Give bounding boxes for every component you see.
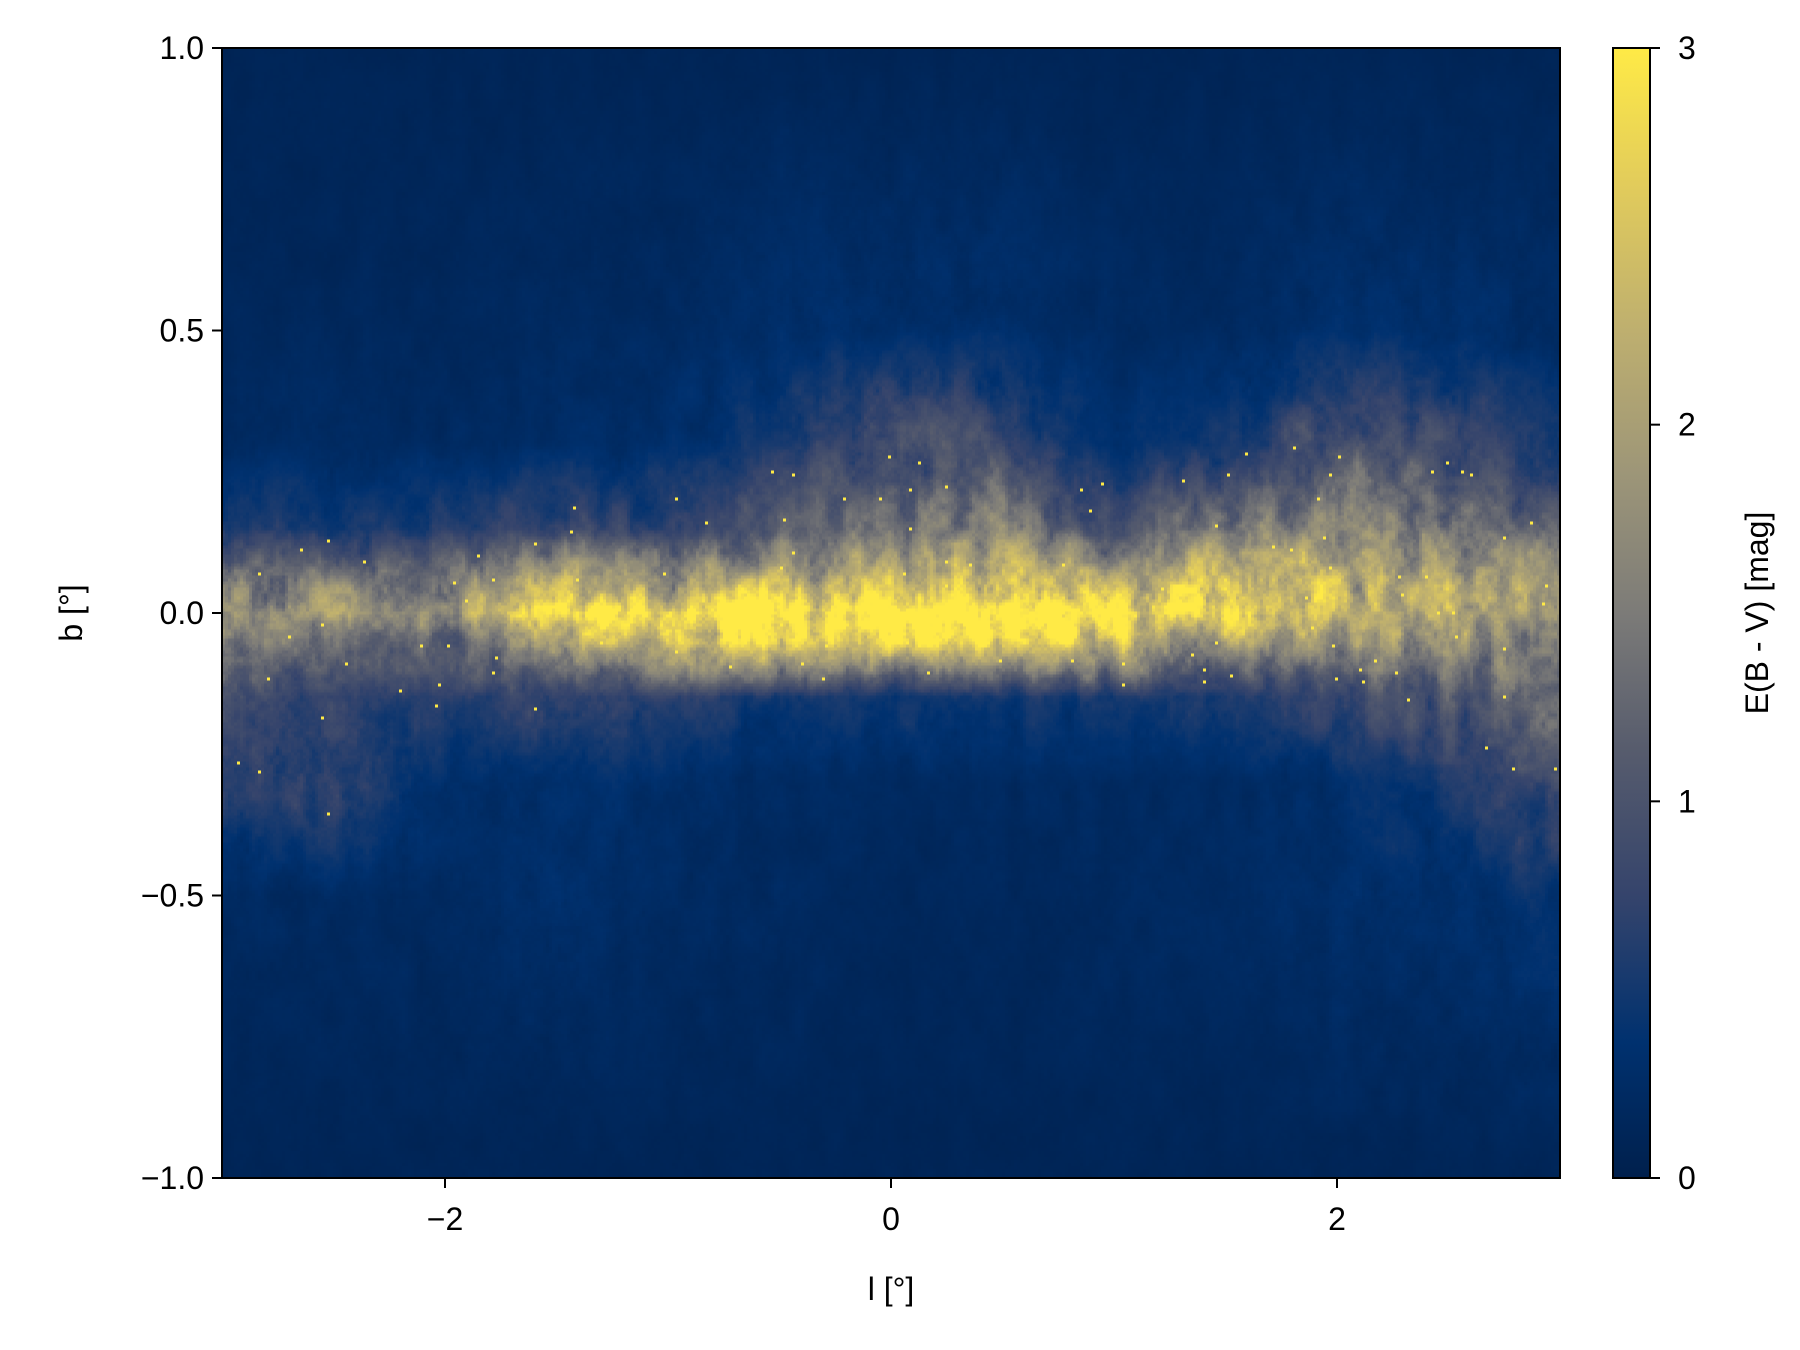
- colorbar-tick-label: 1: [1678, 783, 1696, 819]
- y-tick-label: −1.0: [141, 1160, 204, 1196]
- y-tick-label: 1.0: [160, 30, 204, 66]
- x-tick-label: 0: [882, 1201, 900, 1237]
- x-axis: −2 0 2: [427, 1178, 1346, 1237]
- y-axis: 1.0 0.5 0.0 −0.5 −1.0: [141, 30, 222, 1196]
- x-tick-label: −2: [427, 1201, 463, 1237]
- plot-frame: [221, 47, 1561, 1179]
- colorbar-tick-label: 3: [1678, 30, 1696, 66]
- colorbar: [1612, 47, 1651, 1179]
- colorbar-tick-label: 2: [1678, 407, 1696, 443]
- x-axis-label: l [°]: [868, 1271, 915, 1307]
- colorbar-tick-label: 0: [1678, 1160, 1696, 1196]
- x-tick-label: 2: [1328, 1201, 1346, 1237]
- heatmap-image: [222, 48, 1560, 1178]
- y-tick-label: 0.5: [160, 313, 204, 349]
- y-axis-label: b [°]: [53, 584, 89, 641]
- colorbar-label: E(B - V) [mag]: [1739, 512, 1775, 715]
- y-tick-label: −0.5: [141, 878, 204, 914]
- colorbar-axis: 0 1 2 3: [1650, 30, 1696, 1196]
- y-tick-label: 0.0: [160, 595, 204, 631]
